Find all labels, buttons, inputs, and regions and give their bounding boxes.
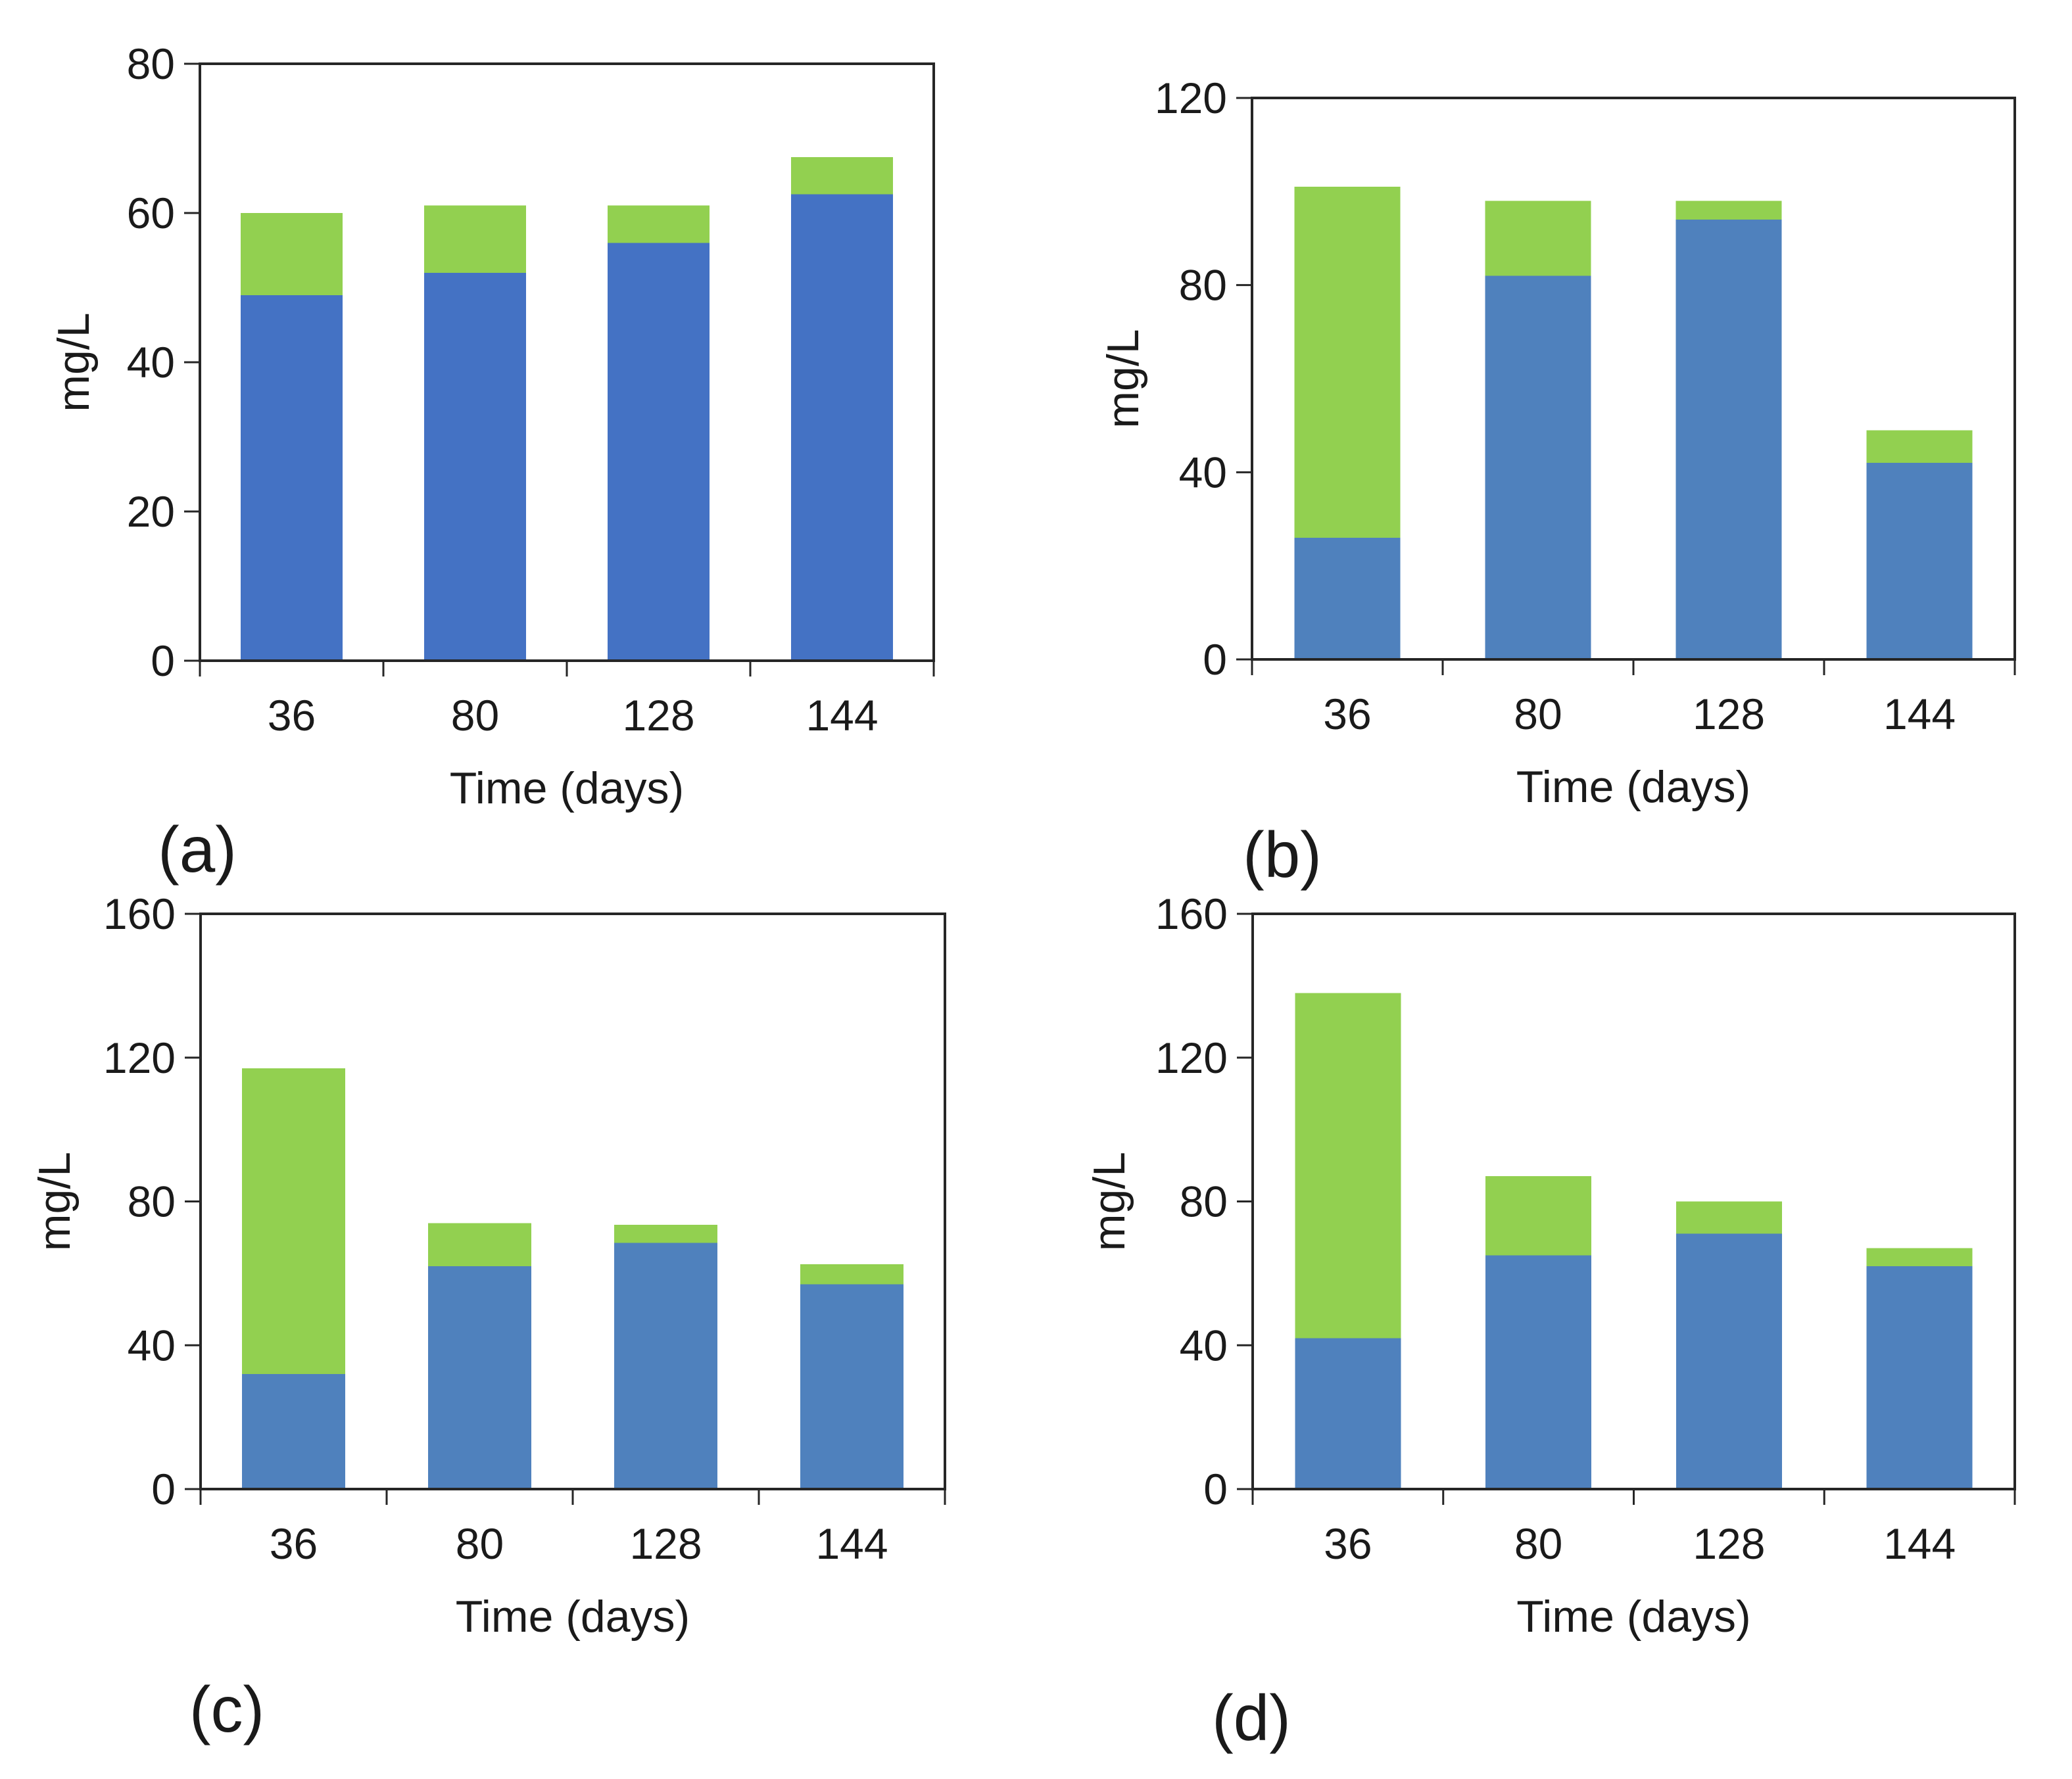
panel-b-x-label-80: 80 xyxy=(1514,690,1562,738)
panel-c-x-axis-title: Time (days) xyxy=(456,1592,690,1642)
panel-b-y-axis-title: mg/L xyxy=(1098,329,1148,428)
panel-c-y-tick-label-0: 0 xyxy=(151,1465,176,1513)
panel-a-x-label-36: 36 xyxy=(268,691,316,740)
panel-b-y-tick-label-0: 0 xyxy=(1203,635,1227,684)
panel-a-bar-128-blue-segment xyxy=(607,243,710,661)
panel-b-x-axis-title: Time (days) xyxy=(1516,762,1750,812)
panel-c-bar-80-blue-segment xyxy=(427,1266,532,1489)
panel-b-bar-80-blue-segment xyxy=(1485,275,1591,659)
panel-d-bar-128-blue-segment xyxy=(1675,1233,1782,1489)
panel-b-x-label-128: 128 xyxy=(1693,690,1765,738)
panel-b-letter-label: (b) xyxy=(1243,818,1322,891)
panel-a-bar-128-green-segment xyxy=(607,205,710,243)
panel-b-x-label-36: 36 xyxy=(1323,690,1371,738)
panel-d-bar-80-green-segment xyxy=(1485,1176,1592,1256)
panel-a-bar-36-green-segment xyxy=(240,213,343,295)
panel-c-bar-128-green-segment xyxy=(614,1225,718,1243)
panel-b-x-label-144: 144 xyxy=(1883,690,1956,738)
panel-c-bar-80-green-segment xyxy=(427,1223,532,1266)
panel-c-y-tick-label-80: 80 xyxy=(128,1177,176,1226)
panel-a-x-label-80: 80 xyxy=(451,691,499,740)
panel-d-x-label-144: 144 xyxy=(1883,1519,1956,1568)
panel-d-x-axis-title: Time (days) xyxy=(1516,1592,1750,1642)
panel-d-y-tick-label-0: 0 xyxy=(1203,1465,1228,1513)
panel-a-bar-144-blue-segment xyxy=(790,194,893,661)
panel-d-x-label-128: 128 xyxy=(1693,1519,1765,1568)
panel-c-y-tick-label-160: 160 xyxy=(103,890,176,938)
panel-d-bar-36-green-segment xyxy=(1295,993,1401,1339)
panel-a-y-axis-title: mg/L xyxy=(49,312,99,412)
panel-c-x-label-36: 36 xyxy=(270,1519,318,1568)
panel-c-y-tick-label-120: 120 xyxy=(103,1033,176,1082)
panel-b-y-tick-label-40: 40 xyxy=(1179,448,1227,496)
panel-c-y-axis-title: mg/L xyxy=(30,1152,80,1251)
panel-a-y-tick-label-40: 40 xyxy=(127,338,175,387)
panel-a: 0 20 40 60 80 36 80 128 144 Time (days) mg/L (a) xyxy=(49,39,935,886)
panel-a-bar-80-blue-segment xyxy=(423,272,526,661)
panel-a-letter-label: (a) xyxy=(158,813,237,886)
panel-a-bar-36-blue-segment xyxy=(240,295,343,661)
panel-a-bar-80-green-segment xyxy=(423,205,526,273)
panel-d: 0 40 80 120 160 36 80 128 144 Time (days) mg/L (d) xyxy=(1084,890,2016,1754)
panel-b-bar-36-green-segment xyxy=(1294,187,1401,538)
panel-d-bar-128-green-segment xyxy=(1675,1201,1782,1234)
panel-b-bar-128-blue-segment xyxy=(1675,220,1782,659)
panel-b-bar-36-blue-segment xyxy=(1294,538,1401,659)
panel-d-bar-36-blue-segment xyxy=(1295,1338,1401,1489)
panel-c-x-label-128: 128 xyxy=(629,1519,702,1568)
panel-c-bar-144-blue-segment xyxy=(800,1284,904,1489)
panel-a-x-axis-title: Time (days) xyxy=(450,763,684,813)
panel-d-bar-144-blue-segment xyxy=(1866,1266,1973,1489)
panel-d-letter-label: (d) xyxy=(1212,1682,1291,1754)
panel-d-bar-144-green-segment xyxy=(1866,1248,1973,1266)
panel-b-bar-144-green-segment xyxy=(1866,430,1973,463)
panel-c-letter-label: (c) xyxy=(189,1673,264,1745)
panel-a-x-label-144: 144 xyxy=(806,691,878,740)
panel-d-y-tick-label-120: 120 xyxy=(1155,1033,1228,1082)
panel-c-bar-36-green-segment xyxy=(241,1068,346,1374)
panel-a-y-tick-label-80: 80 xyxy=(127,39,175,88)
panel-c-x-label-144: 144 xyxy=(815,1519,888,1568)
panel-b-y-tick-label-120: 120 xyxy=(1155,74,1227,122)
panel-d-y-tick-label-40: 40 xyxy=(1180,1321,1228,1369)
panel-c: 0 40 80 120 160 36 80 128 144 Time (days) mg/L (c) xyxy=(30,890,946,1745)
panel-a-y-tick-label-60: 60 xyxy=(127,189,175,237)
panel-c-x-label-80: 80 xyxy=(456,1519,504,1568)
panel-b-bar-80-green-segment xyxy=(1485,201,1591,276)
panel-d-x-label-80: 80 xyxy=(1514,1519,1562,1568)
panel-c-bar-128-blue-segment xyxy=(614,1243,718,1489)
panel-a-bar-144-green-segment xyxy=(790,156,893,195)
panel-b-y-tick-label-80: 80 xyxy=(1179,261,1227,310)
panel-d-bar-80-blue-segment xyxy=(1485,1255,1592,1489)
panel-b-bar-144-blue-segment xyxy=(1866,463,1973,659)
panel-d-y-axis-title: mg/L xyxy=(1084,1152,1134,1251)
panel-c-y-tick-label-40: 40 xyxy=(128,1321,176,1369)
panel-b: 0 40 80 120 36 80 128 144 Time (days) mg/L (b) xyxy=(1098,74,2016,891)
panel-d-y-tick-label-80: 80 xyxy=(1180,1177,1228,1226)
panel-a-y-tick-label-20: 20 xyxy=(127,487,175,536)
panel-d-x-label-36: 36 xyxy=(1324,1519,1372,1568)
panel-c-bar-36-blue-segment xyxy=(241,1374,346,1489)
panel-d-y-tick-label-160: 160 xyxy=(1155,890,1228,938)
panel-a-x-label-128: 128 xyxy=(622,691,694,740)
panel-c-bar-144-green-segment xyxy=(800,1264,904,1285)
panel-a-y-tick-label-0: 0 xyxy=(151,636,175,685)
panel-b-bar-128-green-segment xyxy=(1675,201,1782,220)
